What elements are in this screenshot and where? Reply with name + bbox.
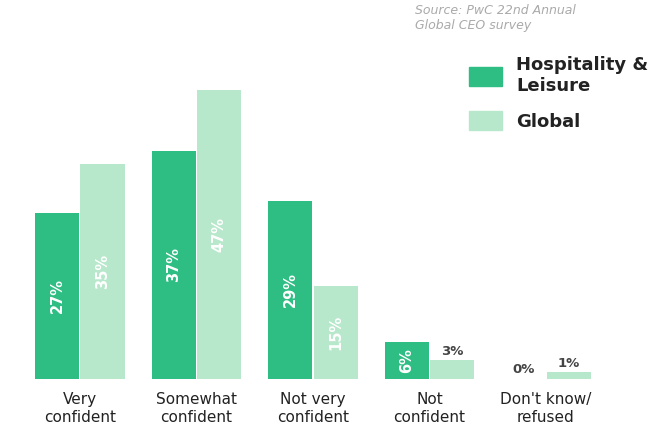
Text: 1%: 1% (557, 357, 580, 370)
Text: 6%: 6% (400, 347, 414, 372)
Legend: Hospitality &
Leisure, Global: Hospitality & Leisure, Global (469, 56, 648, 130)
Bar (546, 372, 591, 378)
Text: 3%: 3% (441, 344, 463, 358)
Text: 27%: 27% (50, 278, 65, 313)
Bar (268, 200, 312, 378)
Text: 47%: 47% (212, 217, 227, 252)
Text: 29%: 29% (283, 272, 298, 307)
Bar (35, 213, 79, 378)
Bar (197, 90, 241, 378)
Bar (384, 342, 429, 378)
Text: 0%: 0% (512, 363, 534, 376)
Text: 35%: 35% (95, 254, 110, 289)
Bar (151, 151, 196, 378)
Text: Source: PwC 22nd Annual
Global CEO survey: Source: PwC 22nd Annual Global CEO surve… (415, 4, 576, 32)
Text: 37%: 37% (166, 248, 181, 283)
Bar (81, 164, 124, 378)
Text: 15%: 15% (328, 315, 343, 350)
Bar (314, 287, 358, 378)
Bar (430, 360, 474, 378)
